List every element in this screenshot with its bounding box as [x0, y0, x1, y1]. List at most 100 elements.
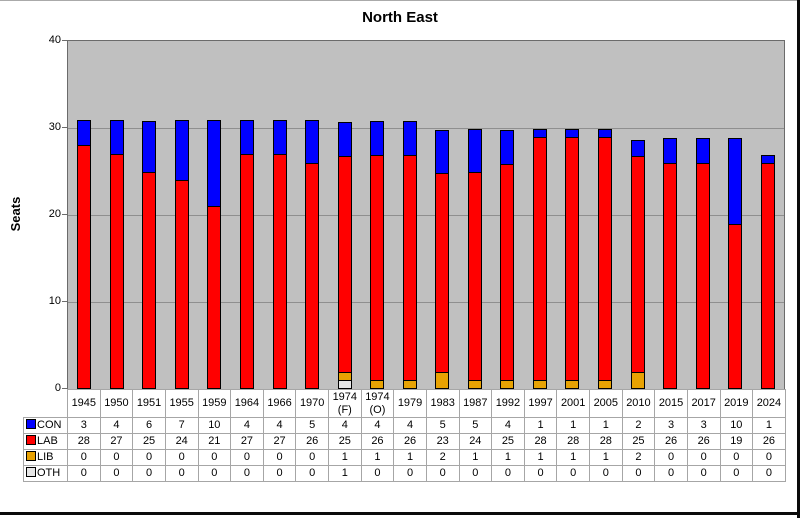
bar-segment-lab [338, 156, 352, 373]
value-cell: 0 [719, 465, 754, 482]
bar-segment-lab [305, 163, 319, 389]
value-cell: 26 [752, 433, 786, 450]
year-header-cell: 2017 [686, 389, 721, 418]
bar-segment-con [142, 121, 156, 173]
year-header-cell: 1970 [295, 389, 329, 418]
bar-1966 [273, 120, 287, 389]
legend-cell-con: CON [23, 417, 68, 434]
value-cell: 0 [295, 465, 329, 482]
value-cell: 0 [99, 449, 134, 466]
legend-swatch-lib [26, 451, 36, 462]
year-header-cell: 1983 [425, 389, 460, 418]
bar-segment-con [175, 120, 189, 181]
value-cell: 7 [164, 417, 199, 434]
year-header-cell: 2010 [621, 389, 656, 418]
bar-1974-O- [370, 121, 384, 389]
value-cell: 0 [262, 465, 297, 482]
bar-segment-lib [533, 380, 547, 389]
value-cell: 26 [360, 433, 395, 450]
year-header-cell: 2015 [654, 389, 688, 418]
bar-segment-lab [142, 172, 156, 389]
year-header-cell: 1964 [230, 389, 264, 418]
bar-segment-con [403, 121, 417, 156]
value-cell: 0 [523, 465, 558, 482]
bar-segment-lib [631, 372, 645, 389]
y-tick-mark [62, 388, 67, 389]
y-tick-label: 20 [48, 207, 61, 220]
value-cell: 4 [262, 417, 297, 434]
y-tick-label: 10 [48, 294, 61, 307]
value-cell: 0 [132, 449, 166, 466]
bar-segment-con [305, 120, 319, 164]
value-cell: 0 [67, 465, 101, 482]
bar-segment-lab [370, 155, 384, 381]
bar-segment-lab [77, 145, 91, 389]
bar-segment-con [370, 121, 384, 156]
value-cell: 0 [654, 449, 688, 466]
bar-segment-lab [631, 156, 645, 373]
gridline [68, 128, 784, 129]
value-cell: 25 [132, 433, 166, 450]
bar-segment-con [631, 140, 645, 157]
year-header-cell: 1979 [393, 389, 427, 418]
value-cell: 2 [425, 449, 460, 466]
value-cell: 0 [67, 449, 101, 466]
value-cell: 28 [67, 433, 101, 450]
year-header-cell: 1945 [67, 389, 101, 418]
bar-segment-oth [338, 380, 352, 389]
bar-segment-con [728, 138, 742, 225]
value-cell: 27 [99, 433, 134, 450]
bar-segment-con [207, 120, 221, 207]
bar-segment-lab [663, 163, 677, 389]
bar-1970 [305, 120, 319, 389]
table-row-lab: LAB 28 27 25 24 21 27 27 26 25 26 26 23 24 25 28 28 28 25 2… [23, 433, 786, 450]
y-tick-mark [62, 127, 67, 128]
bar-segment-con [77, 120, 91, 146]
value-cell: 1 [458, 449, 493, 466]
frame-right-line [797, 0, 800, 518]
series-name: LAB [37, 435, 58, 448]
value-cell: 0 [393, 465, 427, 482]
gridline [68, 215, 784, 216]
year-header-cell: 1974 (O) [360, 389, 395, 418]
value-cell: 1 [556, 417, 590, 434]
series-name: LIB [37, 451, 54, 464]
bar-2005 [598, 129, 612, 389]
value-cell: 1 [523, 449, 558, 466]
value-cell: 0 [230, 465, 264, 482]
value-cell: 4 [328, 417, 362, 434]
value-cell: 5 [295, 417, 329, 434]
bar-segment-lab [468, 172, 482, 381]
value-cell: 0 [164, 449, 199, 466]
value-cell: 28 [523, 433, 558, 450]
year-header-cell: 2005 [589, 389, 623, 418]
bar-1955 [175, 120, 189, 389]
legend-swatch-con [26, 419, 36, 430]
value-cell: 25 [328, 433, 362, 450]
value-cell: 1 [491, 449, 525, 466]
value-cell: 0 [491, 465, 525, 482]
y-tick-label: 40 [48, 33, 61, 46]
bar-segment-con [435, 130, 449, 174]
value-cell: 25 [491, 433, 525, 450]
value-cell: 26 [393, 433, 427, 450]
year-header-cell: 1997 [523, 389, 558, 418]
bar-2001 [565, 129, 579, 389]
bar-segment-lab [240, 154, 254, 389]
bar-1950 [110, 120, 124, 389]
value-cell: 10 [719, 417, 754, 434]
bar-segment-lab [696, 163, 710, 389]
value-cell: 19 [719, 433, 754, 450]
bar-segment-lib [598, 380, 612, 389]
value-cell: 26 [654, 433, 688, 450]
value-cell: 4 [393, 417, 427, 434]
value-cell: 0 [752, 449, 786, 466]
bar-1964 [240, 120, 254, 389]
table-row-con: CON 3 4 6 7 10 4 4 5 4 4 4 5 5 4 1 1 1 2 3 3 10 1 [23, 417, 786, 434]
year-header-cell: 2019 [719, 389, 754, 418]
value-cell: 0 [686, 465, 721, 482]
bar-segment-lab [273, 154, 287, 389]
value-cell: 4 [491, 417, 525, 434]
value-cell: 0 [654, 465, 688, 482]
value-cell: 0 [197, 449, 232, 466]
